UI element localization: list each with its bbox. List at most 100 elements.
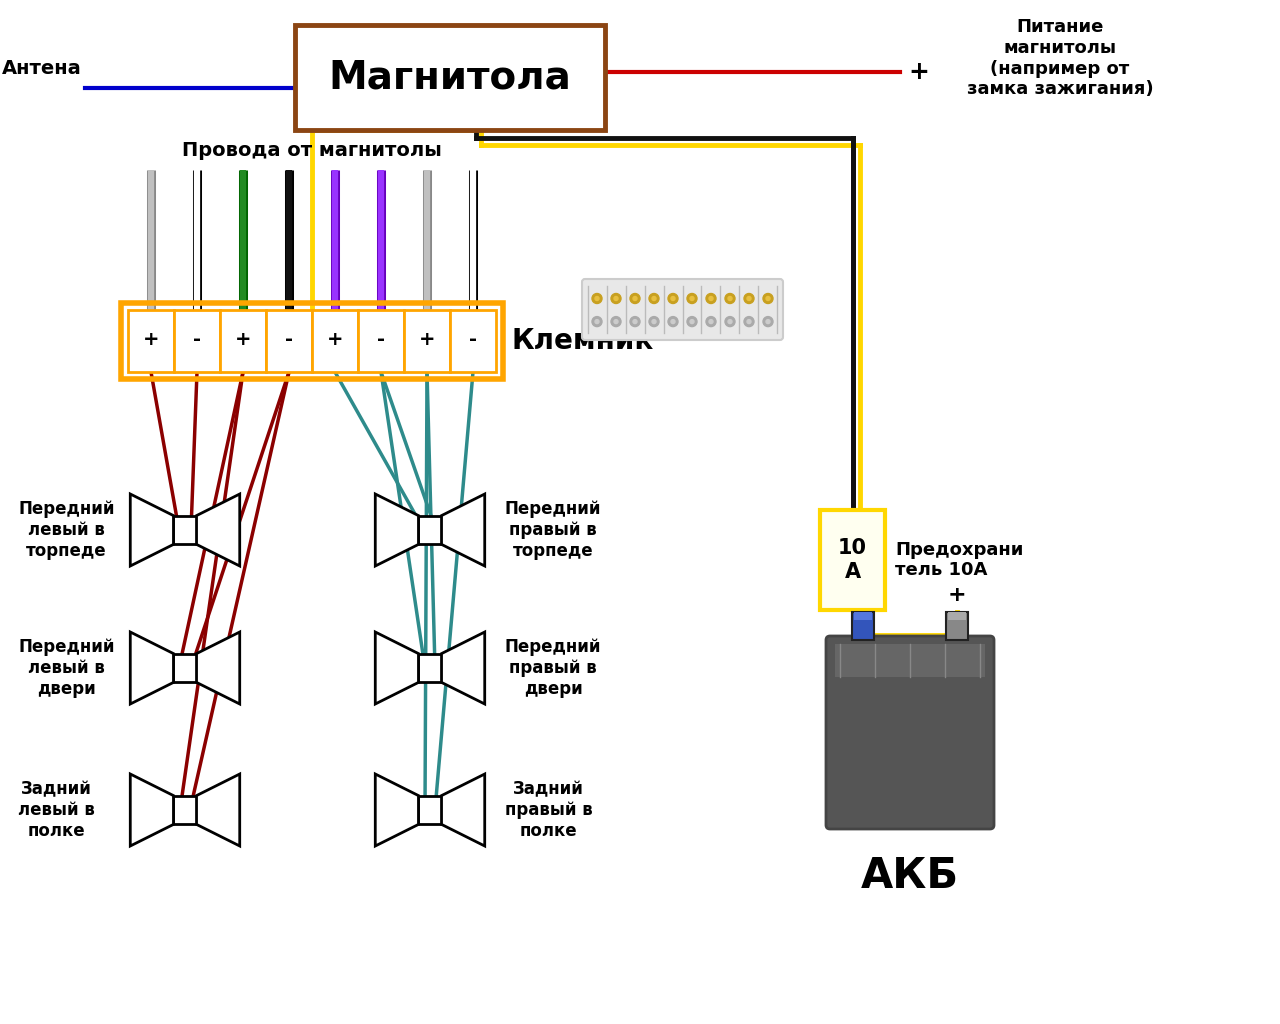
- Bar: [220, 310, 266, 372]
- Text: Передний
левый в
торпеде: Передний левый в торпеде: [18, 500, 114, 560]
- Bar: [294, 25, 605, 130]
- Circle shape: [765, 319, 771, 324]
- Text: -: -: [193, 331, 201, 349]
- Bar: [174, 310, 220, 372]
- Circle shape: [763, 294, 773, 303]
- Circle shape: [668, 316, 678, 327]
- Polygon shape: [375, 632, 419, 705]
- Circle shape: [611, 316, 621, 327]
- Text: -: -: [468, 331, 477, 349]
- Circle shape: [614, 319, 618, 324]
- Polygon shape: [197, 774, 239, 846]
- Circle shape: [763, 316, 773, 327]
- Bar: [820, 510, 884, 610]
- Circle shape: [690, 297, 694, 300]
- Text: Провода от магнитолы: Провода от магнитолы: [182, 141, 442, 160]
- Bar: [404, 310, 451, 372]
- Circle shape: [724, 316, 735, 327]
- Text: 10
А: 10 А: [838, 539, 867, 582]
- Circle shape: [728, 319, 732, 324]
- Circle shape: [671, 297, 675, 300]
- Circle shape: [591, 294, 602, 303]
- Circle shape: [611, 294, 621, 303]
- Text: Предохрани
тель 10А: Предохрани тель 10А: [895, 541, 1024, 580]
- Bar: [854, 612, 872, 620]
- Bar: [419, 796, 442, 824]
- Text: +: +: [908, 60, 929, 84]
- Bar: [451, 310, 497, 372]
- Circle shape: [649, 294, 659, 303]
- Text: +: +: [143, 331, 159, 349]
- Polygon shape: [197, 494, 239, 566]
- Circle shape: [595, 297, 599, 300]
- Circle shape: [634, 319, 637, 324]
- Circle shape: [748, 319, 751, 324]
- Bar: [948, 612, 966, 620]
- Bar: [122, 303, 503, 379]
- Polygon shape: [197, 632, 239, 705]
- Circle shape: [668, 294, 678, 303]
- Text: Задний
левый в
полке: Задний левый в полке: [18, 780, 95, 840]
- Text: -: -: [285, 331, 293, 349]
- Circle shape: [630, 294, 640, 303]
- Bar: [358, 310, 404, 372]
- Bar: [174, 796, 197, 824]
- Text: Передний
левый в
двери: Передний левый в двери: [18, 638, 114, 697]
- Circle shape: [595, 319, 599, 324]
- Polygon shape: [375, 494, 419, 566]
- Bar: [128, 310, 174, 372]
- Bar: [419, 653, 442, 682]
- Circle shape: [728, 297, 732, 300]
- Bar: [266, 310, 312, 372]
- Text: Передний
правый в
двери: Передний правый в двери: [506, 638, 602, 697]
- Circle shape: [614, 297, 618, 300]
- Text: +: +: [326, 331, 343, 349]
- Polygon shape: [442, 494, 485, 566]
- Text: -: -: [859, 585, 868, 605]
- Circle shape: [649, 316, 659, 327]
- Circle shape: [634, 297, 637, 300]
- Polygon shape: [442, 632, 485, 705]
- Text: +: +: [419, 331, 435, 349]
- Polygon shape: [131, 632, 174, 705]
- Text: Клемник: Клемник: [511, 327, 653, 355]
- Bar: [312, 310, 358, 372]
- Circle shape: [591, 316, 602, 327]
- Text: Задний
правый в
полке: Задний правый в полке: [506, 780, 593, 840]
- Circle shape: [690, 319, 694, 324]
- FancyBboxPatch shape: [582, 279, 783, 340]
- Text: Передний
правый в
торпеде: Передний правый в торпеде: [506, 500, 602, 560]
- Bar: [174, 516, 197, 545]
- Text: -: -: [378, 331, 385, 349]
- Polygon shape: [131, 774, 174, 846]
- Text: Магнитола: Магнитола: [329, 58, 571, 96]
- Circle shape: [687, 316, 698, 327]
- Bar: [852, 612, 874, 640]
- Circle shape: [707, 294, 716, 303]
- Circle shape: [652, 297, 657, 300]
- Polygon shape: [131, 494, 174, 566]
- Circle shape: [630, 316, 640, 327]
- Circle shape: [709, 319, 713, 324]
- Polygon shape: [375, 774, 419, 846]
- Circle shape: [671, 319, 675, 324]
- Circle shape: [707, 316, 716, 327]
- Polygon shape: [442, 774, 485, 846]
- Circle shape: [652, 319, 657, 324]
- Circle shape: [709, 297, 713, 300]
- Circle shape: [765, 297, 771, 300]
- Circle shape: [724, 294, 735, 303]
- Circle shape: [687, 294, 698, 303]
- Circle shape: [748, 297, 751, 300]
- Bar: [174, 653, 197, 682]
- Bar: [946, 612, 968, 640]
- Text: +: +: [234, 331, 251, 349]
- Text: Питание
магнитолы
(например от
замка зажигания): Питание магнитолы (например от замка заж…: [966, 18, 1153, 98]
- Text: АКБ: АКБ: [861, 855, 959, 897]
- FancyBboxPatch shape: [826, 636, 995, 829]
- Text: Антена: Антена: [3, 59, 82, 78]
- Circle shape: [744, 316, 754, 327]
- Circle shape: [744, 294, 754, 303]
- Bar: [835, 644, 986, 677]
- Text: +: +: [947, 585, 966, 605]
